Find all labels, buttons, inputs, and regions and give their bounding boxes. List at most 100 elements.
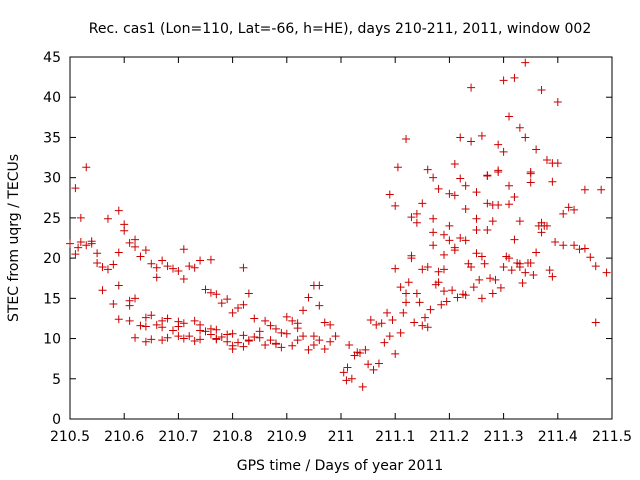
data-point xyxy=(152,263,161,272)
y-tick-label: 30 xyxy=(43,171,61,187)
data-point xyxy=(282,312,291,321)
x-tick-label: 210.5 xyxy=(50,429,90,445)
data-point xyxy=(439,230,448,239)
data-point xyxy=(277,328,286,337)
data-point xyxy=(179,319,188,328)
data-point xyxy=(388,316,397,325)
data-point xyxy=(125,301,134,310)
data-point xyxy=(234,303,243,312)
data-point xyxy=(168,264,177,273)
data-point xyxy=(393,163,402,172)
data-point xyxy=(369,365,378,374)
data-point xyxy=(464,259,473,268)
data-point xyxy=(488,217,497,226)
data-point xyxy=(271,339,280,348)
data-point xyxy=(239,300,248,309)
data-point xyxy=(345,340,354,349)
data-point xyxy=(158,323,167,332)
data-point xyxy=(445,221,454,230)
data-point xyxy=(461,181,470,190)
data-point xyxy=(434,267,443,276)
data-point xyxy=(158,256,167,265)
data-point xyxy=(74,243,83,252)
data-point xyxy=(439,265,448,274)
data-point xyxy=(461,205,470,214)
data-point xyxy=(174,332,183,341)
data-point xyxy=(494,201,503,210)
data-point xyxy=(521,133,530,142)
data-point xyxy=(76,238,85,247)
data-point xyxy=(545,266,554,275)
data-point xyxy=(450,191,459,200)
data-point xyxy=(228,329,237,338)
data-point xyxy=(152,320,161,329)
data-point xyxy=(366,316,375,325)
data-point xyxy=(472,249,481,258)
y-tick-label: 15 xyxy=(43,291,61,307)
data-point xyxy=(526,168,535,177)
data-point xyxy=(261,340,270,349)
data-point xyxy=(196,335,205,344)
data-point xyxy=(71,250,80,259)
data-point xyxy=(472,225,481,234)
x-tick-label: 211.4 xyxy=(538,429,578,445)
data-point xyxy=(553,98,562,107)
data-point xyxy=(475,275,484,284)
data-point xyxy=(239,342,248,351)
x-tick-label: 210.6 xyxy=(104,429,144,445)
data-point xyxy=(355,349,364,358)
data-point xyxy=(125,238,134,247)
data-point xyxy=(163,333,172,342)
data-point xyxy=(114,206,123,215)
data-point xyxy=(114,248,123,257)
data-point xyxy=(206,288,215,297)
data-point xyxy=(499,76,508,85)
data-point xyxy=(505,112,514,121)
data-point xyxy=(429,228,438,237)
data-point xyxy=(404,278,413,287)
data-point xyxy=(391,201,400,210)
data-point xyxy=(418,321,427,330)
data-point xyxy=(499,147,508,156)
data-point xyxy=(320,345,329,354)
data-point xyxy=(223,337,232,346)
data-point xyxy=(537,85,546,94)
data-point xyxy=(570,241,579,250)
data-point xyxy=(315,281,324,290)
x-tick-label: 211.3 xyxy=(484,429,524,445)
data-point xyxy=(309,332,318,341)
data-point xyxy=(244,336,253,345)
data-point xyxy=(174,266,183,275)
data-point xyxy=(521,268,530,277)
data-point xyxy=(71,184,80,193)
data-point xyxy=(206,255,215,264)
data-point xyxy=(168,326,177,335)
plot-frame xyxy=(69,56,613,420)
data-point xyxy=(223,295,232,304)
data-point xyxy=(304,345,313,354)
data-point xyxy=(429,241,438,250)
data-point xyxy=(483,171,492,180)
data-point xyxy=(472,214,481,223)
data-point xyxy=(217,299,226,308)
data-point xyxy=(542,155,551,164)
data-point xyxy=(250,332,259,341)
data-point xyxy=(456,234,465,242)
data-point xyxy=(66,239,74,248)
data-point xyxy=(293,324,302,333)
data-point xyxy=(217,332,226,341)
data-point xyxy=(505,181,514,190)
data-point xyxy=(196,256,205,265)
data-point xyxy=(147,311,156,320)
x-tick-label: 211.1 xyxy=(375,429,415,445)
data-point xyxy=(537,228,546,237)
data-point xyxy=(293,336,302,345)
y-tick-label: 25 xyxy=(43,211,61,227)
data-point xyxy=(93,249,102,258)
y-tick-label: 10 xyxy=(43,332,61,348)
data-point xyxy=(136,252,145,261)
data-point xyxy=(526,178,535,187)
data-point xyxy=(185,262,194,271)
data-point xyxy=(402,289,411,298)
